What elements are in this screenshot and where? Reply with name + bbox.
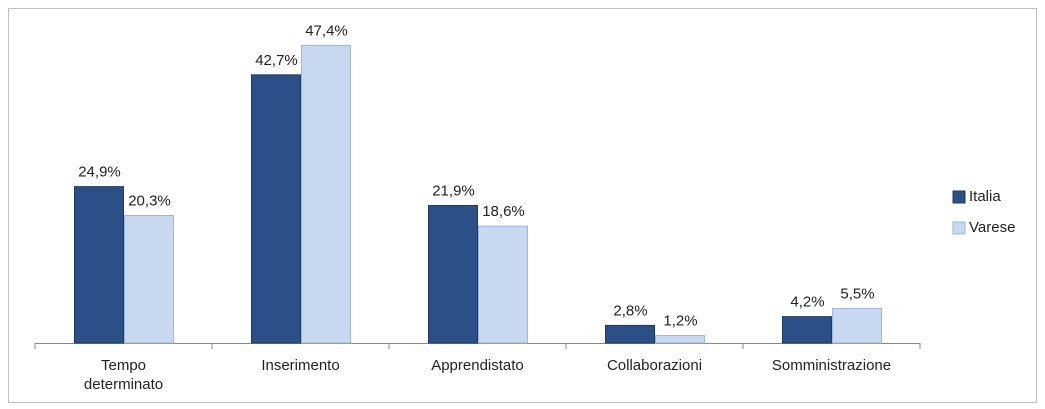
data-label: 20,3%	[128, 192, 171, 209]
legend-label: Varese	[969, 219, 1015, 236]
x-tick-label: Collaborazioni	[607, 357, 702, 374]
data-label: 4,2%	[790, 294, 824, 311]
bar	[428, 204, 478, 344]
data-label: 1,2%	[663, 312, 697, 329]
x-tick-label: Apprendistato	[431, 357, 524, 374]
bar	[605, 324, 655, 344]
bar	[478, 225, 528, 344]
x-tick-label: Inserimento	[261, 357, 339, 374]
legend-swatch	[952, 221, 966, 235]
bar	[832, 307, 882, 344]
data-label: 2,8%	[613, 302, 647, 319]
x-tick-label: Tempo determinato	[84, 357, 163, 393]
legend-label: Italia	[969, 188, 1001, 205]
bar	[124, 215, 174, 344]
bar	[301, 44, 351, 344]
bar	[782, 316, 832, 344]
bar	[251, 74, 301, 344]
data-label: 47,4%	[305, 22, 348, 39]
legend-swatch	[952, 190, 966, 204]
bar	[74, 186, 124, 344]
bar	[655, 334, 705, 344]
data-label: 18,6%	[482, 203, 525, 220]
data-label: 42,7%	[255, 52, 298, 69]
x-tick-label: Somministrazione	[772, 357, 891, 374]
data-label: 21,9%	[432, 182, 475, 199]
data-label: 5,5%	[840, 285, 874, 302]
data-label: 24,9%	[78, 164, 121, 181]
